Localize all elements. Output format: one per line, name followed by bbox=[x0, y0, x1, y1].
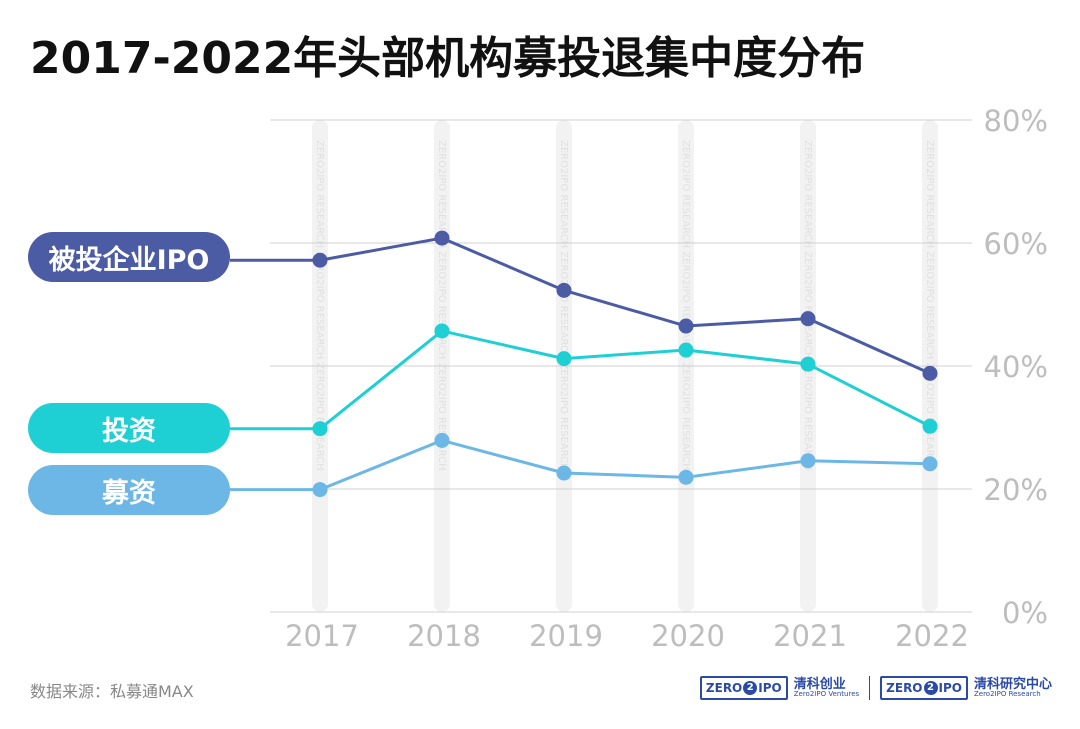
data-point bbox=[556, 465, 572, 481]
zero2ipo-logo-icon: ZERO 2 IPO bbox=[699, 676, 788, 700]
gridlines bbox=[270, 119, 972, 613]
chart-title: 2017-2022年头部机构募投退集中度分布 bbox=[30, 33, 866, 84]
series-line bbox=[319, 438, 931, 492]
x-tick-label: 2022 bbox=[895, 619, 969, 653]
y-tick-label: 80% bbox=[984, 104, 1048, 138]
watermark-text: ZERO2IPO RESEARCH ZERO2IPO RESEARCH ZERO… bbox=[436, 140, 447, 471]
watermark-text: ZERO2IPO RESEARCH ZERO2IPO RESEARCH ZERO… bbox=[924, 140, 935, 471]
brand-logos: ZERO 2 IPO 清科创业 Zero2IPO Ventures ZERO 2 IPO… bbox=[699, 676, 1052, 700]
data-point bbox=[922, 365, 938, 381]
series-layer bbox=[312, 230, 938, 498]
x-tick-label: 2017 bbox=[285, 619, 359, 653]
y-tick-label: 20% bbox=[984, 473, 1048, 507]
x-tick-label: 2018 bbox=[407, 619, 481, 653]
data-point bbox=[312, 482, 328, 498]
data-point bbox=[800, 453, 816, 469]
data-point bbox=[678, 342, 694, 358]
data-point bbox=[556, 351, 572, 367]
legend-connectors bbox=[230, 258, 320, 492]
data-point bbox=[922, 456, 938, 472]
data-point bbox=[800, 356, 816, 372]
data-point bbox=[556, 282, 572, 298]
zero2ipo-logo-icon: ZERO 2 IPO bbox=[880, 676, 968, 700]
data-point bbox=[800, 311, 816, 327]
y-axis-ticks: 0% 20% 40% 60% 80% bbox=[984, 104, 1048, 630]
y-tick-label: 0% bbox=[1002, 596, 1048, 630]
data-point bbox=[678, 469, 694, 485]
series-1 bbox=[312, 323, 938, 437]
logo-divider bbox=[869, 676, 871, 700]
watermark-text: ZERO2IPO RESEARCH ZERO2IPO RESEARCH ZERO… bbox=[680, 140, 691, 471]
series-line bbox=[319, 236, 931, 375]
watermark-text: ZERO2IPO RESEARCH ZERO2IPO RESEARCH ZERO… bbox=[802, 140, 813, 471]
series-0 bbox=[312, 230, 938, 381]
series-label-fundraise: 募资 bbox=[28, 465, 230, 515]
y-tick-label: 60% bbox=[984, 227, 1048, 261]
data-point bbox=[312, 421, 328, 437]
logo-ventures-text: 清科创业 Zero2IPO Ventures bbox=[793, 676, 860, 699]
x-tick-label: 2020 bbox=[651, 619, 725, 653]
data-point bbox=[434, 323, 450, 339]
data-point bbox=[678, 318, 694, 334]
series-label-invest: 投资 bbox=[28, 403, 230, 453]
data-point bbox=[434, 230, 450, 246]
x-axis-ticks: 2017 2018 2019 2020 2021 2022 bbox=[285, 619, 969, 653]
data-point bbox=[434, 432, 450, 448]
line-chart: ZERO2IPO RESEARCH ZERO2IPO RESEARCH ZERO… bbox=[230, 104, 1048, 653]
series-label-ipo: 被投企业IPO bbox=[28, 232, 230, 282]
x-tick-label: 2021 bbox=[773, 619, 847, 653]
watermark-text: ZERO2IPO RESEARCH ZERO2IPO RESEARCH ZERO… bbox=[558, 140, 569, 471]
data-point bbox=[312, 252, 328, 268]
series-line bbox=[319, 329, 931, 430]
logo-research-text: 清科研究中心 Zero2IPO Research bbox=[973, 676, 1052, 699]
data-source: 数据来源：私募通MAX bbox=[30, 682, 194, 701]
x-tick-label: 2019 bbox=[529, 619, 603, 653]
data-point bbox=[922, 418, 938, 434]
series-2 bbox=[312, 432, 938, 498]
watermark-text: ZERO2IPO RESEARCH ZERO2IPO RESEARCH ZERO… bbox=[314, 140, 325, 471]
y-tick-label: 40% bbox=[984, 350, 1048, 384]
